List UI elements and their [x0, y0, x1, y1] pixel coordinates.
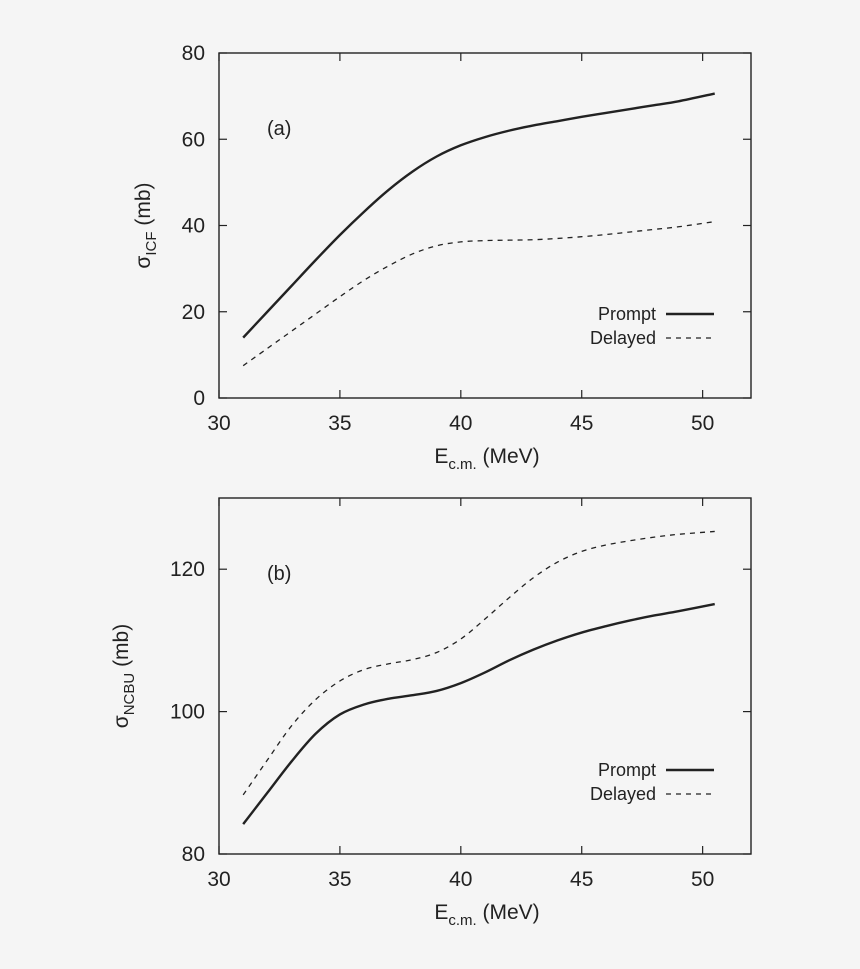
- x-tick-label: 45: [570, 868, 593, 891]
- series-line-prompt: [242, 602, 715, 825]
- panel-label: (a): [267, 118, 291, 140]
- x-tick-label: 50: [691, 868, 714, 891]
- y-tick-label: 80: [182, 42, 205, 65]
- chart-panel-2: 30 35 40 45 50 80 100 120 Ec.m. (MeV) σNCBU (mb) (…: [110, 497, 752, 929]
- x-axis-label: Ec.m. (MeV): [434, 445, 539, 473]
- y-tick-label: 20: [182, 301, 205, 324]
- y-tick-label: 120: [170, 558, 205, 581]
- legend-label: Delayed: [590, 328, 656, 348]
- x-tick-label: 40: [449, 412, 472, 435]
- y-tick-label: 100: [170, 701, 205, 724]
- series-line-prompt: [242, 92, 715, 339]
- x-tick-label: 40: [449, 868, 472, 891]
- series-line-delayed: [242, 530, 715, 796]
- x-tick-label: 30: [207, 412, 230, 435]
- chart-panel-1: 30 35 40 45 50 0 20 40 60 80 Ec.m. (MeV) σICF (mb) (…: [132, 42, 752, 473]
- y-tick-label: 0: [193, 387, 205, 410]
- x-tick-label: 50: [691, 412, 714, 435]
- x-tick-label: 45: [570, 412, 593, 435]
- x-tick-label: 30: [207, 868, 230, 891]
- y-tick-label: 40: [182, 215, 205, 238]
- y-axis-label: σICF (mb): [132, 182, 160, 268]
- x-tick-label: 35: [328, 412, 351, 435]
- plot-frame: [218, 497, 752, 855]
- panel-label: (b): [267, 563, 291, 585]
- legend-label: Delayed: [590, 784, 656, 804]
- plot-frame: [218, 52, 752, 399]
- legend-label: Prompt: [598, 760, 656, 780]
- y-axis-label: σNCBU (mb): [110, 624, 138, 728]
- series-line-delayed: [242, 220, 715, 367]
- x-tick-label: 35: [328, 868, 351, 891]
- y-tick-label: 60: [182, 128, 205, 151]
- legend-label: Prompt: [598, 304, 656, 324]
- y-tick-label: 80: [182, 843, 205, 866]
- x-axis-label: Ec.m. (MeV): [434, 901, 539, 929]
